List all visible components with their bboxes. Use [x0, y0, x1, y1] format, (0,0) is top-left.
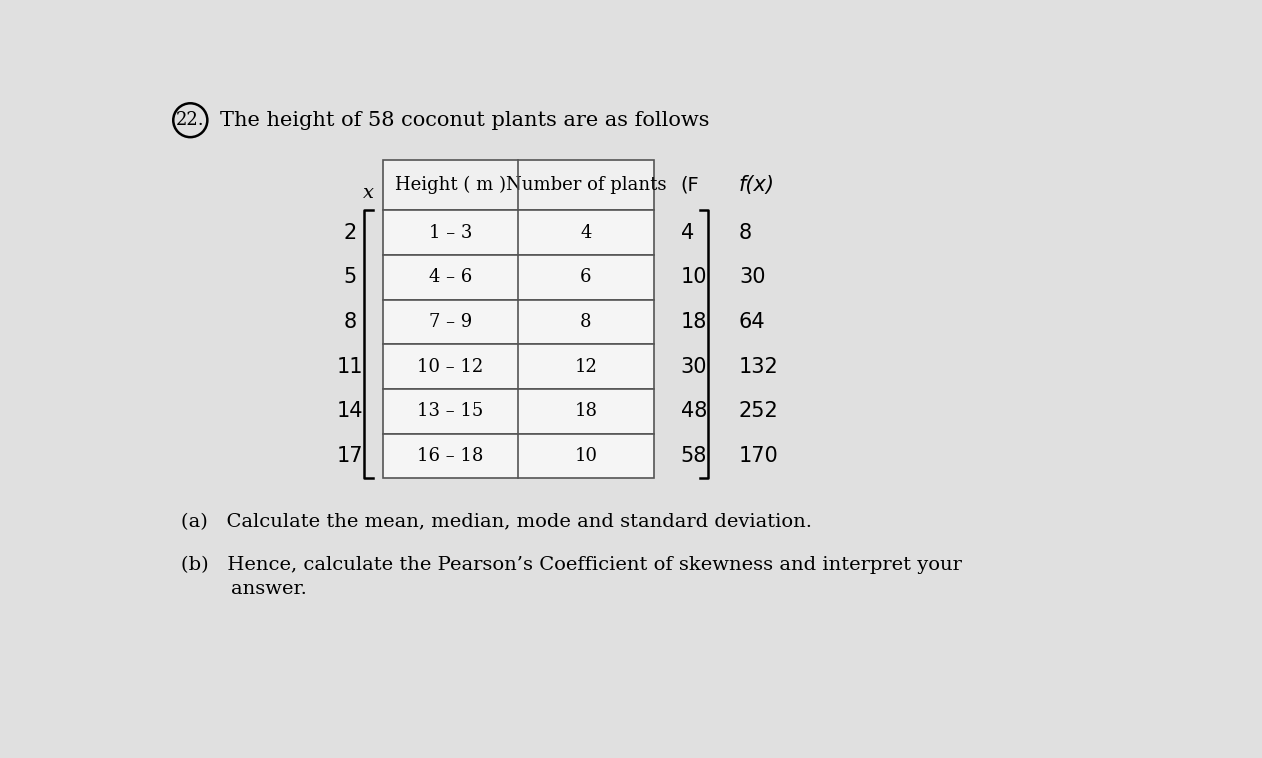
Text: 10: 10 — [681, 268, 708, 287]
Text: 4: 4 — [581, 224, 592, 242]
Text: 16 – 18: 16 – 18 — [418, 447, 483, 465]
Text: 252: 252 — [740, 401, 779, 421]
Text: 14: 14 — [337, 401, 363, 421]
Bar — [382, 210, 654, 255]
Text: 11: 11 — [337, 356, 363, 377]
Text: f(x): f(x) — [740, 175, 775, 196]
Text: Number of plants: Number of plants — [506, 177, 666, 194]
Text: (a)   Calculate the mean, median, mode and standard deviation.: (a) Calculate the mean, median, mode and… — [180, 513, 811, 531]
Text: 10: 10 — [574, 447, 597, 465]
Text: 22.: 22. — [175, 111, 204, 129]
Text: answer.: answer. — [180, 580, 307, 598]
Bar — [382, 389, 654, 434]
Bar — [382, 160, 654, 210]
Text: 18: 18 — [681, 312, 707, 332]
Bar — [382, 434, 654, 478]
Text: 17: 17 — [337, 446, 363, 466]
Bar — [382, 344, 654, 389]
Text: 7 – 9: 7 – 9 — [429, 313, 472, 331]
Text: 170: 170 — [740, 446, 779, 466]
Text: 5: 5 — [343, 268, 357, 287]
Text: 132: 132 — [740, 356, 779, 377]
Text: 1 – 3: 1 – 3 — [429, 224, 472, 242]
Text: 48: 48 — [681, 401, 707, 421]
Bar — [382, 255, 654, 299]
Text: The height of 58 coconut plants are as follows: The height of 58 coconut plants are as f… — [220, 111, 709, 130]
Text: 64: 64 — [740, 312, 766, 332]
Text: 4 – 6: 4 – 6 — [429, 268, 472, 287]
Text: (F: (F — [681, 176, 699, 195]
Text: 6: 6 — [581, 268, 592, 287]
Text: x: x — [363, 184, 374, 202]
Text: 12: 12 — [574, 358, 597, 376]
Bar — [382, 299, 654, 344]
Text: (b)   Hence, calculate the Pearson’s Coefficient of skewness and interpret your: (b) Hence, calculate the Pearson’s Coeff… — [180, 556, 962, 574]
Text: 30: 30 — [681, 356, 708, 377]
Text: 10 – 12: 10 – 12 — [418, 358, 483, 376]
Text: 8: 8 — [343, 312, 356, 332]
Text: 8: 8 — [581, 313, 592, 331]
Text: 8: 8 — [740, 223, 752, 243]
Text: 58: 58 — [681, 446, 707, 466]
Text: 2: 2 — [343, 223, 357, 243]
Text: 30: 30 — [740, 268, 766, 287]
Text: 18: 18 — [574, 402, 597, 420]
Text: 4: 4 — [681, 223, 694, 243]
Text: 13 – 15: 13 – 15 — [418, 402, 483, 420]
Text: Height ( m ): Height ( m ) — [395, 176, 506, 194]
